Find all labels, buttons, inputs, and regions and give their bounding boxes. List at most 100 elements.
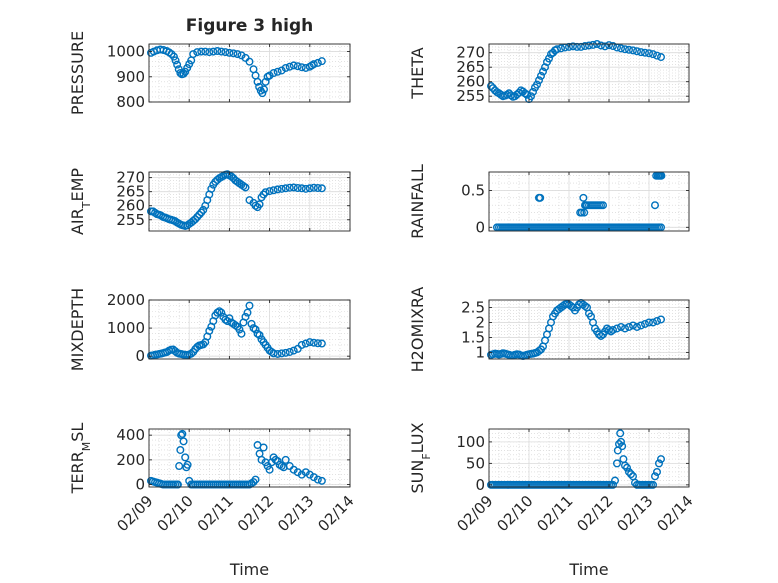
data-point xyxy=(171,56,180,65)
data-point xyxy=(577,208,586,217)
y-tick-label: 1.5 xyxy=(461,328,485,346)
data-point xyxy=(173,480,182,489)
data-point xyxy=(651,201,660,210)
data-point xyxy=(616,429,625,438)
data-point xyxy=(309,338,318,347)
data-point xyxy=(253,77,262,86)
data-point xyxy=(281,63,290,72)
data-point xyxy=(581,201,590,210)
x-tick-label: 02/13 xyxy=(274,492,317,535)
x-tick-label: 02/13 xyxy=(613,492,656,535)
data-point xyxy=(581,301,590,310)
y-tick-label: 200 xyxy=(116,451,145,469)
data-point xyxy=(599,201,608,210)
data-point xyxy=(221,48,230,57)
data-point xyxy=(229,49,238,58)
data-point xyxy=(645,49,654,58)
data-point xyxy=(309,60,318,69)
data-point xyxy=(189,50,198,59)
data-point xyxy=(645,318,654,327)
y-tick-label: 2000 xyxy=(107,291,145,309)
x-tick-label: 02/09 xyxy=(453,492,496,535)
x-axis-label: Time xyxy=(229,560,269,579)
data-point xyxy=(609,42,618,51)
axes-box xyxy=(148,171,351,232)
data-point xyxy=(255,331,264,340)
data-point xyxy=(277,66,286,75)
y-axis-label: PRESSURE xyxy=(68,31,87,115)
data-point xyxy=(213,47,222,56)
data-point xyxy=(247,319,256,328)
data-point xyxy=(258,89,267,98)
data-point xyxy=(269,186,278,195)
y-tick-label: 260 xyxy=(456,73,485,91)
data-point xyxy=(297,63,306,72)
data-point xyxy=(259,85,268,94)
data-point xyxy=(217,308,226,317)
y-tick-label: 255 xyxy=(456,87,485,105)
data-point xyxy=(273,67,282,76)
data-point xyxy=(617,437,626,446)
data-point xyxy=(651,472,660,481)
data-point xyxy=(269,68,278,77)
data-point xyxy=(589,40,598,49)
y-tick-label: 270 xyxy=(456,44,485,62)
y-axis-label: MIXDEPTH xyxy=(68,288,87,371)
data-point xyxy=(535,76,544,85)
data-point xyxy=(259,443,268,452)
data-point xyxy=(537,71,546,80)
y-tick-label: 0 xyxy=(135,476,145,494)
data-point xyxy=(317,476,326,485)
data-point xyxy=(309,183,318,192)
data-point xyxy=(179,69,188,78)
data-point xyxy=(217,47,226,56)
y-tick-label: 400 xyxy=(116,426,145,444)
data-point xyxy=(305,470,314,479)
data-point xyxy=(175,462,184,471)
data-point xyxy=(580,208,589,217)
data-point xyxy=(629,321,638,330)
data-point xyxy=(553,45,562,54)
subplot-5: 0 1000 2000 MIXDEPTH xyxy=(68,288,351,371)
data-point xyxy=(261,77,270,86)
data-point xyxy=(293,468,302,477)
data-point xyxy=(653,51,662,60)
x-tick-label: 02/14 xyxy=(653,492,696,535)
data-point xyxy=(181,453,190,462)
y-tick-label: 0 xyxy=(135,347,145,365)
data-point xyxy=(281,348,290,357)
data-point xyxy=(289,61,298,70)
data-point xyxy=(618,442,627,451)
data-point xyxy=(281,184,290,193)
axes-box xyxy=(488,43,690,103)
axes-box xyxy=(488,171,690,232)
data-point xyxy=(317,339,326,348)
data-point xyxy=(301,468,310,477)
data-point xyxy=(597,331,606,340)
data-point xyxy=(317,184,326,193)
data-point xyxy=(176,445,185,454)
x-tick-label: 02/12 xyxy=(573,492,616,535)
data-point xyxy=(533,80,542,89)
data-point xyxy=(281,455,290,464)
data-point xyxy=(309,473,318,482)
data-point xyxy=(649,480,658,489)
x-tick-label: 02/12 xyxy=(234,492,277,535)
data-point xyxy=(579,193,588,202)
data-point xyxy=(637,321,646,330)
data-point xyxy=(251,325,260,334)
data-point xyxy=(199,340,208,349)
x-tick-label: 02/14 xyxy=(314,492,357,535)
data-point xyxy=(539,67,548,76)
x-tick-label: 02/10 xyxy=(154,492,197,535)
axes-box xyxy=(148,43,351,103)
data-point xyxy=(595,330,604,339)
data-point xyxy=(178,429,187,438)
data-point xyxy=(205,48,214,57)
data-point xyxy=(197,47,206,56)
data-point xyxy=(301,184,310,193)
y-tick-label: 1 xyxy=(475,343,485,361)
